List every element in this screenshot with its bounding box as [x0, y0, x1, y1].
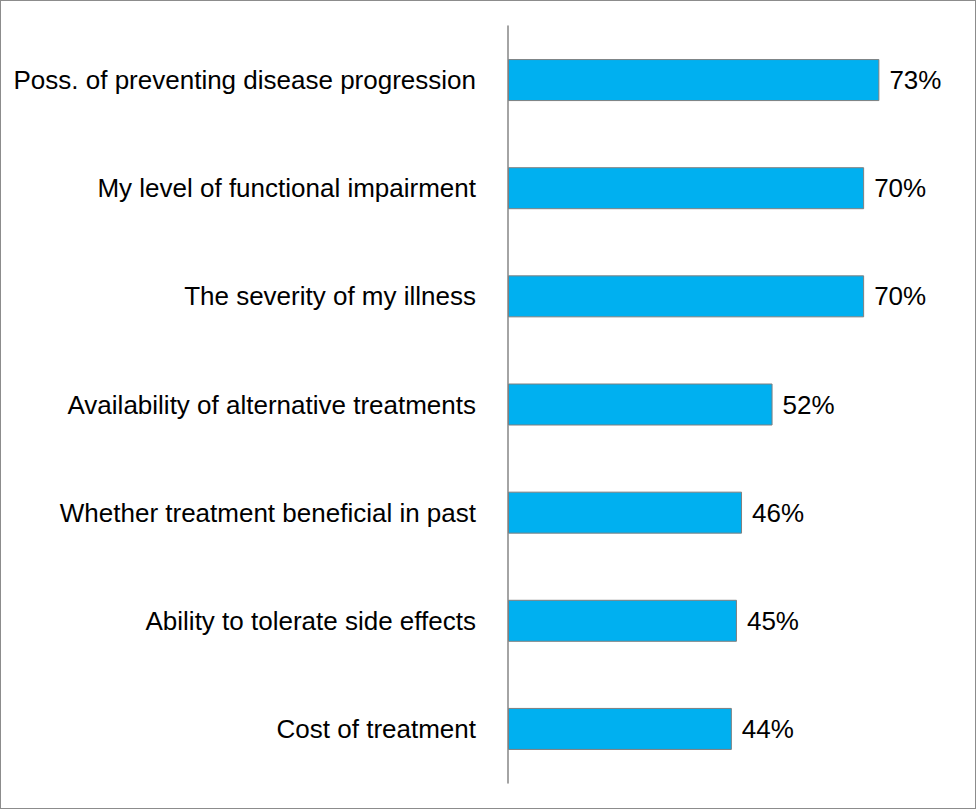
svg-text:Whether treatment beneficial i: Whether treatment beneficial in past [60, 498, 477, 528]
svg-text:73%: 73% [889, 65, 941, 95]
svg-text:My level of functional impairm: My level of functional impairment [97, 173, 476, 203]
svg-text:70%: 70% [874, 173, 926, 203]
svg-text:46%: 46% [752, 498, 804, 528]
svg-text:Ability to tolerate side effec: Ability to tolerate side effects [146, 606, 476, 636]
svg-text:The severity of my illness: The severity of my illness [184, 281, 476, 311]
svg-text:Availability of alternative tr: Availability of alternative treatments [68, 390, 477, 420]
svg-text:45%: 45% [747, 606, 799, 636]
svg-text:52%: 52% [783, 390, 835, 420]
svg-text:70%: 70% [874, 281, 926, 311]
svg-text:Cost of treatment: Cost of treatment [277, 714, 477, 744]
svg-text:Poss. of preventing disease pr: Poss. of preventing disease progression [14, 65, 477, 95]
svg-text:44%: 44% [742, 714, 794, 744]
